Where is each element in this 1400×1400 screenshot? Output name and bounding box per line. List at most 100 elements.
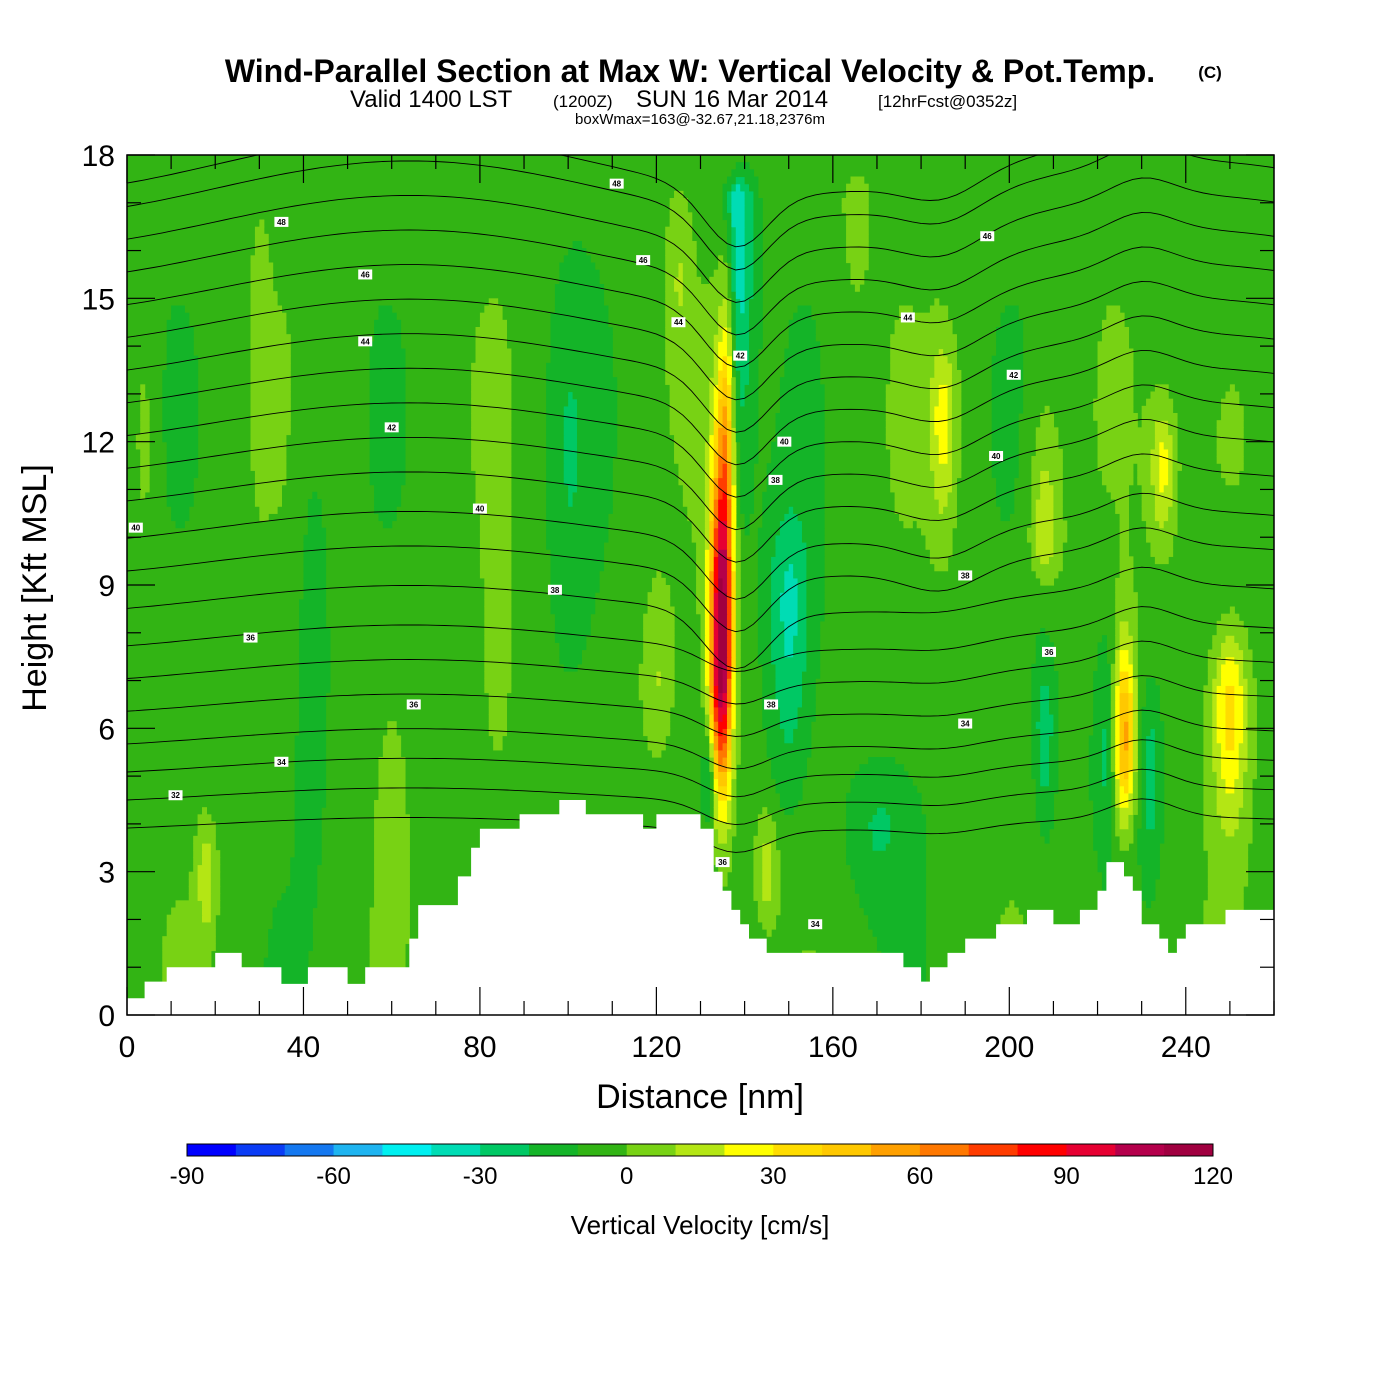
w-cell <box>735 334 750 342</box>
w-cell <box>554 298 605 307</box>
colorbar-segment <box>1017 1144 1067 1156</box>
w-cell <box>1101 757 1107 765</box>
w-cell <box>259 513 269 522</box>
w-cell <box>678 477 706 486</box>
w-cell <box>846 843 874 851</box>
w-cell <box>709 649 715 658</box>
w-cell <box>369 341 402 350</box>
w-cell <box>704 491 710 500</box>
w-cell <box>704 814 710 823</box>
w-cell <box>744 276 755 285</box>
w-cell <box>1128 678 1134 686</box>
w-cell <box>726 312 732 321</box>
w-cell <box>762 714 781 722</box>
w-cell <box>726 405 732 414</box>
w-cell <box>374 835 410 844</box>
contour-label-box <box>958 718 973 729</box>
w-cell <box>678 291 684 299</box>
w-cell <box>1119 735 1125 744</box>
w-cell <box>713 606 719 615</box>
w-cell <box>1093 800 1112 808</box>
w-cell <box>735 176 746 185</box>
w-cell <box>479 312 503 321</box>
w-cell <box>1044 835 1050 844</box>
w-cell <box>1137 470 1152 479</box>
w-cell <box>731 534 737 543</box>
w-cell <box>1141 871 1160 880</box>
w-cell <box>753 276 763 285</box>
w-cell <box>859 893 927 901</box>
w-cell <box>1040 628 1046 636</box>
w-cell <box>1031 563 1063 572</box>
contour-labels: 4048464442403836363432484644424038444642… <box>128 178 1057 930</box>
w-cell <box>749 319 763 328</box>
w-cell <box>788 506 794 514</box>
w-cell <box>175 520 185 529</box>
w-cell <box>744 398 759 407</box>
contour-label: 40 <box>780 438 789 447</box>
w-cell <box>753 857 763 866</box>
w-cell <box>263 972 309 980</box>
w-cell <box>479 319 507 328</box>
w-cell <box>801 699 816 708</box>
w-cell <box>1128 620 1138 629</box>
w-cell <box>1132 764 1138 772</box>
w-cell <box>726 348 732 357</box>
w-cell <box>762 721 781 729</box>
w-cell <box>1154 757 1165 765</box>
w-cell <box>669 212 693 221</box>
w-cell <box>484 577 512 586</box>
w-cell <box>713 742 719 751</box>
w-cell <box>1132 785 1138 794</box>
w-cell <box>766 463 825 471</box>
w-cell <box>709 663 715 672</box>
w-cell <box>757 642 772 651</box>
w-cell <box>1031 742 1041 751</box>
w-cell <box>1115 577 1134 586</box>
colorbar-segment <box>529 1144 579 1156</box>
w-cell <box>713 556 719 565</box>
w-cell <box>1097 427 1156 436</box>
w-cell <box>709 570 715 579</box>
w-cell <box>806 585 825 593</box>
contour-label-box <box>358 269 373 280</box>
w-cell <box>709 592 715 600</box>
colorbar-segment <box>577 1144 628 1156</box>
w-cell <box>735 620 741 629</box>
w-cell <box>1216 685 1227 694</box>
w-cell <box>731 821 737 830</box>
w-cell <box>797 620 807 629</box>
w-cell <box>166 334 194 342</box>
w-cell <box>1049 764 1059 772</box>
w-cell <box>1132 685 1138 694</box>
w-cell <box>374 506 397 514</box>
w-cell <box>1141 749 1147 758</box>
w-cell <box>991 413 1019 421</box>
w-cell <box>1207 871 1249 880</box>
w-cell <box>1110 721 1116 729</box>
w-cell <box>718 448 724 457</box>
w-cell <box>378 778 406 787</box>
w-cell <box>1040 706 1050 715</box>
w-cell <box>806 635 821 643</box>
w-cell <box>484 606 512 615</box>
w-cell <box>1238 642 1249 651</box>
w-cell <box>718 635 728 643</box>
w-cell <box>726 749 732 758</box>
w-cell <box>250 312 287 321</box>
w-cell <box>1207 850 1249 858</box>
w-cell <box>1106 484 1130 493</box>
w-cell <box>563 434 578 443</box>
w-cell <box>1115 814 1121 823</box>
w-cell <box>1247 685 1257 694</box>
w-cell <box>934 427 949 436</box>
w-cell <box>735 549 741 557</box>
w-cell <box>846 821 869 830</box>
w-cell <box>378 764 406 772</box>
w-cell <box>471 384 512 393</box>
contour-label: 38 <box>767 700 776 709</box>
w-cell <box>731 577 737 586</box>
w-cell <box>250 420 291 428</box>
w-cell <box>1168 448 1174 457</box>
w-cell <box>1128 649 1134 658</box>
